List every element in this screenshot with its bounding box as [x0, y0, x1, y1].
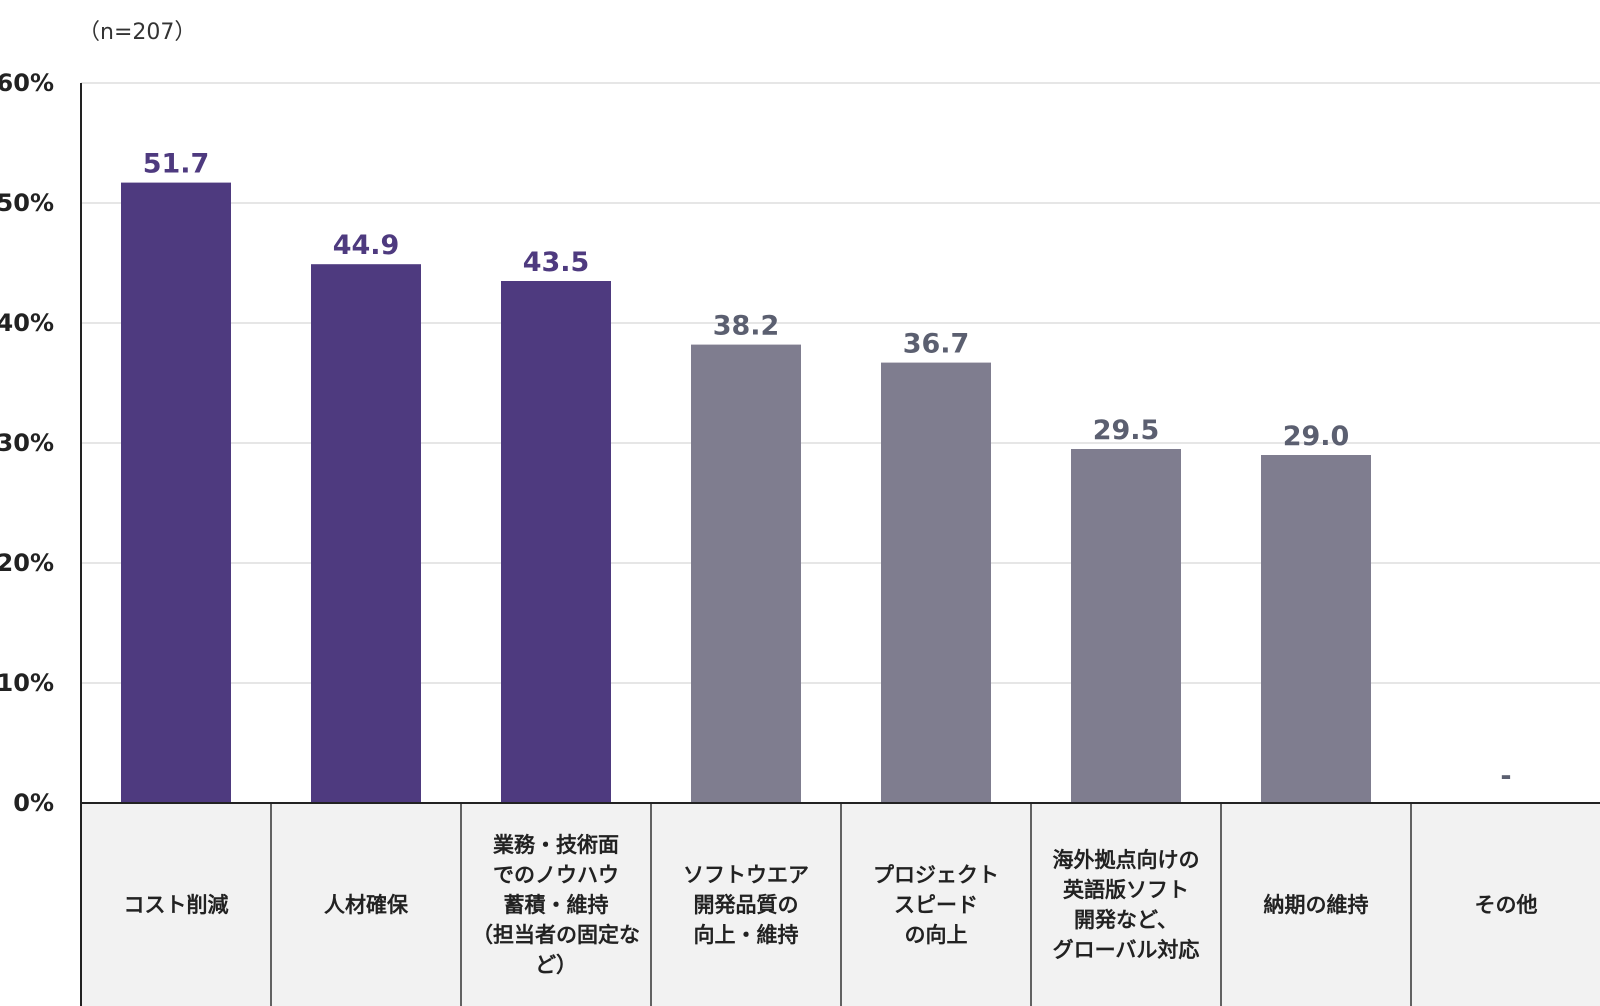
category-label: ソフトウエア 開発品質の 向上・維持	[651, 803, 841, 1006]
y-tick-label: 30%	[0, 429, 54, 457]
value-labels: 51.7 44.9 43.5 38.2 36.7 29.5 29.0 -	[143, 149, 1512, 792]
category-label-text: 人材確保	[324, 892, 408, 917]
category-label-text: プロジェクト スピード の向上	[873, 862, 999, 947]
y-tick-label: 0%	[13, 789, 54, 817]
bar-value-label: 51.7	[143, 149, 210, 180]
category-label-text: 業務・技術面 でのノウハウ 蓄積・維持 （担当者の固定など）	[472, 832, 640, 977]
category-label: その他	[1411, 803, 1600, 1006]
bar	[1071, 449, 1181, 803]
category-table	[81, 803, 1600, 1006]
category-label: 人材確保	[271, 803, 461, 1006]
category-label-text: その他	[1474, 892, 1538, 917]
category-label: プロジェクト スピード の向上	[841, 803, 1031, 1006]
y-tick-label: 40%	[0, 309, 54, 337]
category-label-text: 納期の維持	[1263, 892, 1369, 917]
category-label-text: ソフトウエア 開発品質の 向上・維持	[683, 862, 809, 947]
y-tick-label: 20%	[0, 549, 54, 577]
category-label-text: コスト削減	[123, 892, 229, 917]
category-label: コスト削減	[81, 803, 271, 1006]
sample-size-note: （n=207）	[78, 20, 197, 45]
bar-value-label: 29.5	[1093, 415, 1160, 446]
bar	[881, 362, 991, 803]
gridlines	[81, 82, 1600, 684]
bar	[691, 344, 801, 803]
axes	[80, 83, 1600, 1006]
y-axis-ticks: 0% 10% 20% 30% 40% 50% 60%	[0, 69, 54, 817]
y-tick-label: 10%	[0, 669, 54, 697]
bar-value-label: 44.9	[333, 230, 400, 261]
bar	[1261, 455, 1371, 803]
bar-value-label: -	[1500, 761, 1511, 792]
category-label: 海外拠点向けの 英語版ソフト 開発など、 グローバル対応	[1031, 803, 1221, 1006]
category-label: 業務・技術面 でのノウハウ 蓄積・維持 （担当者の固定など）	[461, 803, 651, 1006]
bars	[121, 182, 1371, 804]
bar	[121, 182, 231, 804]
category-label: 納期の維持	[1221, 803, 1411, 1006]
bar	[501, 281, 611, 803]
bar-value-label: 36.7	[903, 329, 970, 360]
bar-value-label: 38.2	[713, 311, 780, 342]
category-label-text: 海外拠点向けの 英語版ソフト 開発など、 グローバル対応	[1052, 847, 1200, 962]
bar-value-label: 29.0	[1283, 421, 1350, 452]
y-tick-label: 50%	[0, 189, 54, 217]
bar	[311, 264, 421, 803]
bar-value-label: 43.5	[523, 247, 590, 278]
y-tick-label: 60%	[0, 69, 54, 97]
